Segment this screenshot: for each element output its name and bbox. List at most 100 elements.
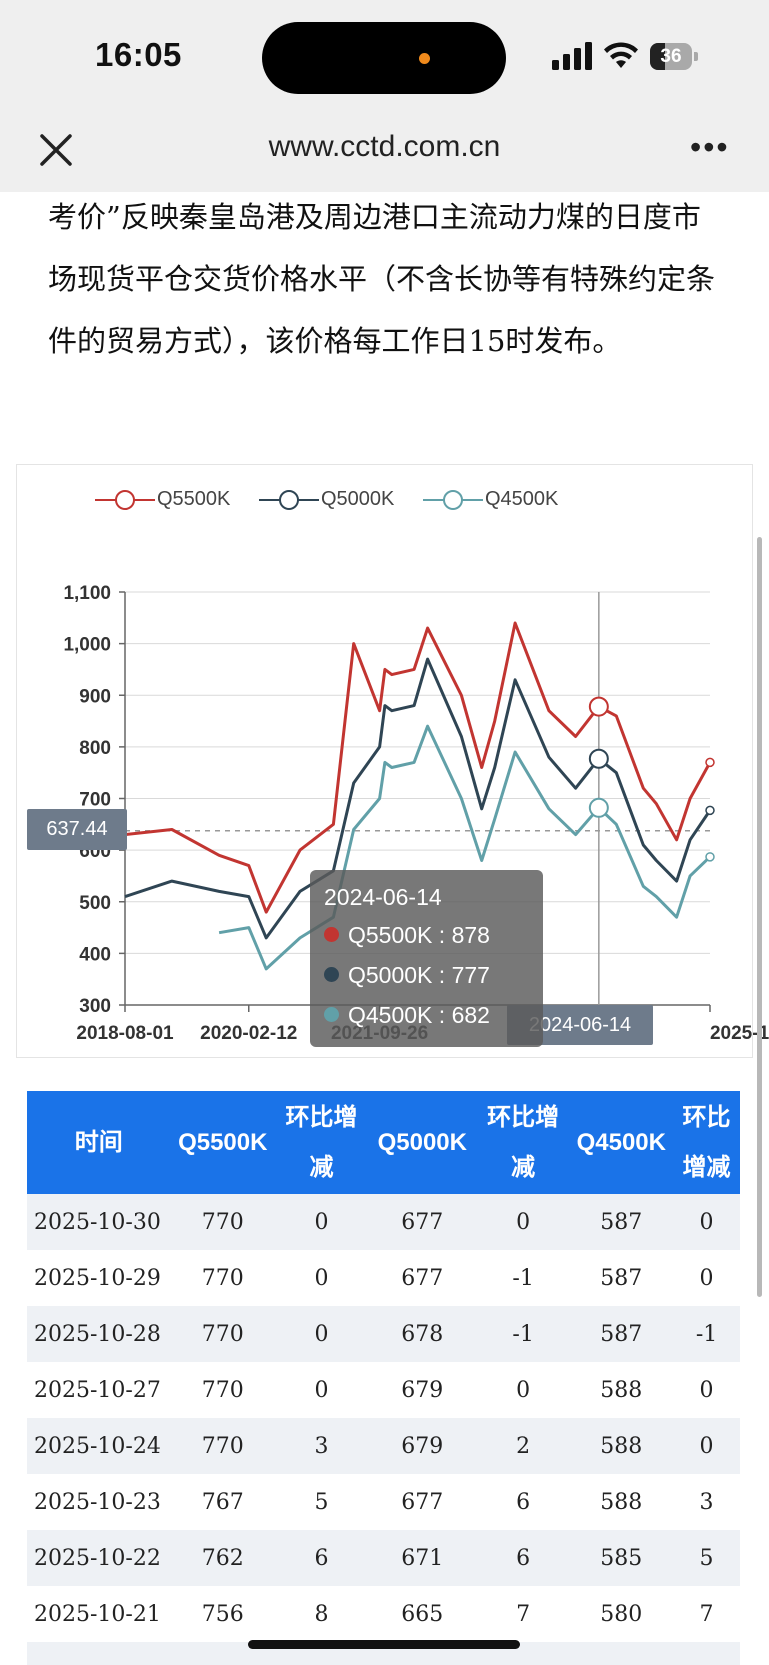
cell-q5000k: 665	[367, 1586, 477, 1642]
table-row: 2025-10-29 770 0 677 -1 587 0	[27, 1250, 740, 1306]
y-tick-label: 1,100	[63, 583, 111, 604]
cell-q5000k: 677	[367, 1474, 477, 1530]
page-content: 考价”反映秦皇岛港及周边港口主流动力煤的日度市场现货平仓交货价格水平（不含长协等…	[0, 192, 769, 1665]
series-dot-icon	[324, 967, 339, 983]
cell-change: -1	[476, 1306, 570, 1362]
cell-q4500k: 587	[569, 1306, 674, 1362]
legend-q4500k-icon	[423, 490, 483, 510]
tooltip-date: 2024-06-14	[324, 884, 442, 910]
recording-indicator-icon	[419, 53, 430, 64]
axis-pointer-y-label: 637.44	[27, 809, 127, 850]
highlight-point-q5500k	[588, 696, 609, 717]
series-dot-icon	[324, 1007, 339, 1023]
cell-date: 2025-10-28	[27, 1306, 171, 1362]
legend-q5500k-icon	[95, 490, 155, 510]
cell-q4500k: 588	[569, 1418, 674, 1474]
series-line-q5000k	[124, 657, 712, 940]
x-tick-label: 2018-08-01	[76, 1023, 174, 1044]
cell-change: 5	[673, 1530, 740, 1586]
wifi-icon	[604, 42, 638, 68]
cell-q5000k: 678	[367, 1306, 477, 1362]
legend-q5000k-icon	[259, 490, 319, 510]
cell-change: 0	[476, 1362, 570, 1418]
cell-change: 0	[673, 1418, 740, 1474]
battery-level: 36	[660, 46, 682, 67]
cell-q5500k: 770	[170, 1418, 276, 1474]
cell-change: 3	[275, 1418, 368, 1474]
column-header-change: 环比增减	[476, 1091, 570, 1194]
end-point-q4500k	[705, 852, 715, 862]
page-url[interactable]: www.cctd.com.cn	[268, 130, 501, 163]
cell-q4500k: 587	[569, 1250, 674, 1306]
cell-date: 2025-10-30	[27, 1194, 171, 1250]
cell-q5000k: 677	[367, 1250, 477, 1306]
y-tick-label: 1,000	[63, 635, 111, 656]
cell-change: 7	[673, 1586, 740, 1642]
column-header-change: 环比增减	[673, 1091, 740, 1194]
end-point-q5000k	[705, 805, 715, 816]
home-indicator[interactable]	[248, 1640, 520, 1649]
table-row: 2025-10-27 770 0 679 0 588 0	[27, 1362, 740, 1418]
cell-change: 6	[476, 1474, 570, 1530]
tooltip-row-q4500k: Q4500K : 682	[324, 1002, 490, 1032]
cell-change: 0	[673, 1362, 740, 1418]
chart-tooltip: 2024-06-14 Q5500K : 878 Q5000K : 777 Q45…	[310, 870, 543, 1047]
close-icon[interactable]	[36, 130, 76, 170]
status-bar: 16:05 36	[0, 0, 769, 110]
cell-q4500k: 588	[569, 1362, 674, 1418]
y-tick-label: 900	[79, 686, 111, 707]
cell-date: 2025-10-29	[27, 1250, 171, 1306]
legend-label: Q5500K	[157, 488, 231, 510]
cell-change: 3	[673, 1474, 740, 1530]
more-options-icon[interactable]: •••	[690, 129, 730, 165]
y-tick-label: 500	[79, 893, 111, 914]
cell-q5000k: 679	[367, 1362, 477, 1418]
table-row: 2025-10-21 756 8 665 7 580 7	[27, 1586, 740, 1642]
cell-date: 2025-10-23	[27, 1474, 171, 1530]
end-point-q5500k	[705, 757, 715, 768]
article-paragraph: 考价”反映秦皇岛港及周边港口主流动力煤的日度市场现货平仓交货价格水平（不含长协等…	[48, 200, 716, 358]
cell-q4500k: 580	[569, 1586, 674, 1642]
cell-q5500k: 770	[170, 1194, 276, 1250]
cell-q4500k: 585	[569, 1530, 674, 1586]
cell-change: 5	[275, 1474, 368, 1530]
tooltip-row-q5000k: Q5000K : 777	[324, 962, 490, 992]
cell-q5500k: 770	[170, 1250, 276, 1306]
cell-change: 8	[275, 1586, 368, 1642]
battery-icon: 36	[650, 43, 698, 70]
table-row: 2025-10-30 770 0 677 0 587 0	[27, 1194, 740, 1250]
cell-change: 0	[476, 1194, 570, 1250]
y-tick-label: 300	[79, 996, 111, 1017]
column-header-q5000k: Q5000K	[367, 1091, 477, 1194]
x-tick-label: 2025-10-	[710, 1023, 769, 1044]
cell-date: 2025-10-21	[27, 1586, 171, 1642]
legend-label: Q5000K	[321, 488, 395, 510]
cell-change: 2	[476, 1418, 570, 1474]
legend-label: Q4500K	[485, 488, 559, 510]
table-row: 2025-10-23 767 5 677 6 588 3	[27, 1474, 740, 1530]
table-row	[27, 1642, 740, 1665]
cell-date: 2025-10-24	[27, 1418, 171, 1474]
cell-q5000k: 679	[367, 1418, 477, 1474]
cell-q5500k: 770	[170, 1306, 276, 1362]
status-time: 16:05	[95, 36, 182, 73]
tooltip-value: Q4500K : 682	[348, 1002, 490, 1028]
cell-change: 6	[476, 1530, 570, 1586]
cell-q5000k: 677	[367, 1194, 477, 1250]
highlight-point-q4500k	[588, 797, 609, 818]
tooltip-value: Q5000K : 777	[348, 962, 490, 988]
page-scrollbar[interactable]	[757, 537, 762, 1297]
column-header-q5500k: Q5500K	[170, 1091, 276, 1194]
cell-change: 0	[275, 1250, 368, 1306]
column-header-time: 时间	[27, 1091, 171, 1194]
table-row-partial	[27, 1642, 740, 1665]
cell-change: -1	[476, 1250, 570, 1306]
browser-nav-bar: www.cctd.com.cn •••	[0, 110, 769, 192]
y-tick-label: 800	[79, 738, 111, 759]
cell-q5500k: 770	[170, 1362, 276, 1418]
tooltip-row-q5500k: Q5500K : 878	[324, 922, 490, 952]
cellular-signal-icon	[552, 42, 592, 70]
x-tick-label: 2020-02-12	[200, 1023, 297, 1044]
table-row: 2025-10-22 762 6 671 6 585 5	[27, 1530, 740, 1586]
cell-q4500k: 587	[569, 1194, 674, 1250]
